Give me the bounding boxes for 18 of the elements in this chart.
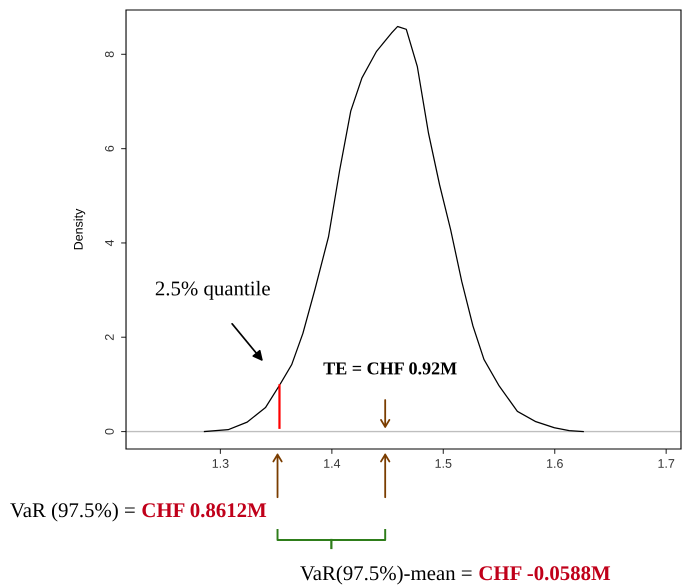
- y-tick-label: 8: [104, 51, 114, 58]
- text: CHF 0.8612M: [142, 503, 266, 518]
- line-series: [204, 26, 584, 432]
- y-tick-label: 2: [104, 334, 114, 340]
- text: CHF -0.0588M: [479, 566, 610, 580]
- y-tick-label: 6: [104, 146, 114, 152]
- text: VaR(97.5%)-mean =: [300, 566, 472, 584]
- x-tick-label: 1.3: [212, 459, 229, 468]
- x-tick-label: 1.7: [658, 459, 674, 468]
- y-tick-label: 4: [105, 240, 114, 246]
- annotation: 2.5% quantile: [156, 280, 270, 300]
- y-tick-label: 0: [104, 428, 114, 435]
- y-axis-title: Density: [74, 208, 86, 250]
- text: VaR (97.5%) =: [10, 502, 135, 522]
- annotation: TE = CHF 0.92M: [323, 362, 457, 375]
- x-tick-label: 1.5: [436, 459, 452, 468]
- x-tick-label: 1.4: [324, 459, 340, 468]
- x-tick-label: 1.6: [546, 459, 563, 468]
